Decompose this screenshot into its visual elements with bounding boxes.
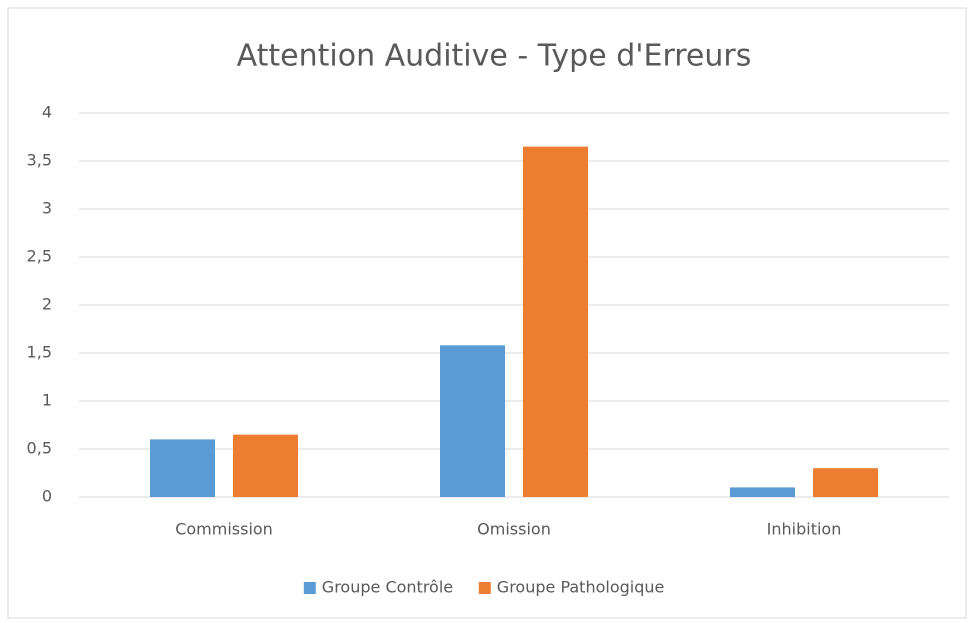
bar [440, 345, 505, 497]
y-tick-label: 2,5 [27, 247, 52, 266]
legend-label: Groupe Pathologique [497, 578, 665, 597]
y-tick-label: 0 [42, 487, 52, 506]
y-tick-label: 1 [42, 391, 52, 410]
y-tick-label: 0,5 [27, 439, 52, 458]
y-tick-label: 3,5 [27, 151, 52, 170]
bar [813, 468, 878, 497]
legend-swatch [478, 582, 491, 594]
y-tick-label: 1,5 [27, 343, 52, 362]
chart-border [7, 7, 967, 619]
x-tick-label: Omission [477, 520, 551, 539]
bar [233, 434, 298, 497]
y-tick-label: 3 [42, 199, 52, 218]
bar [730, 487, 795, 497]
bar [150, 439, 215, 497]
y-tick-label: 4 [42, 103, 52, 122]
legend-swatch [303, 582, 316, 594]
x-tick-label: Inhibition [767, 520, 842, 539]
chart-title: Attention Auditive - Type d'Erreurs [237, 39, 752, 74]
bar [523, 146, 588, 497]
x-tick-label: Commission [175, 520, 273, 539]
y-tick-label: 2 [42, 295, 52, 314]
legend-label: Groupe Contrôle [322, 578, 453, 597]
